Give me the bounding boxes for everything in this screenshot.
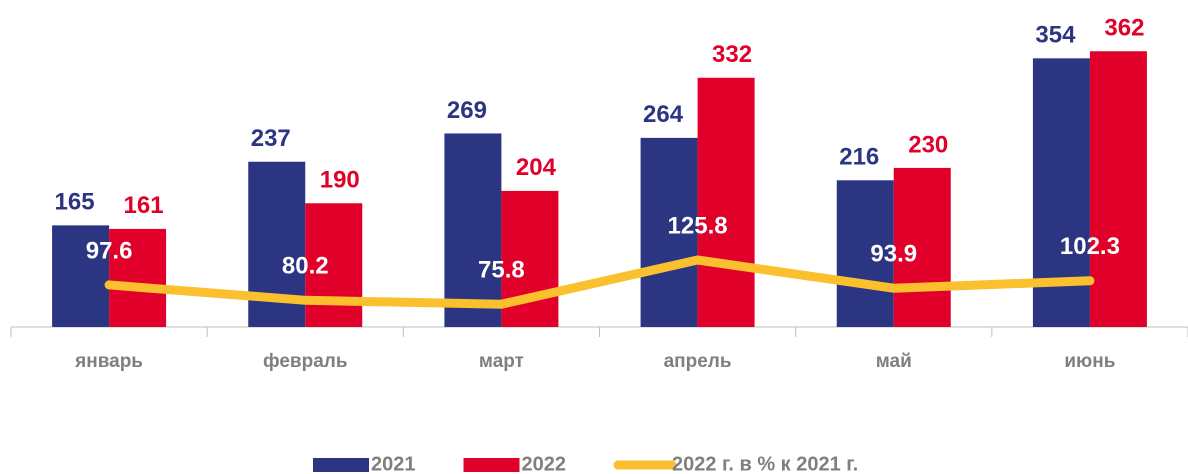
x-tick-label: февраль <box>263 351 348 372</box>
line-value-label: 80.2 <box>282 253 329 280</box>
x-tick-label: май <box>876 351 912 372</box>
bar <box>444 133 502 327</box>
value-label: 354 <box>1035 22 1076 49</box>
value-label: 216 <box>839 144 879 171</box>
line-value-label: 75.8 <box>478 257 525 284</box>
line-value-label: 97.6 <box>86 237 133 264</box>
legend-label: 2022 г. в % к 2021 г. <box>672 453 858 474</box>
bar <box>1089 51 1147 327</box>
line-value-label: 125.8 <box>668 212 728 239</box>
x-tick-label: январь <box>74 351 143 372</box>
value-label: 230 <box>908 131 948 158</box>
value-label: 161 <box>124 192 164 219</box>
legend-swatch <box>463 458 520 472</box>
value-label: 362 <box>1104 15 1144 42</box>
x-tick-label: апрель <box>664 351 732 372</box>
bar <box>52 225 110 327</box>
value-label: 165 <box>55 189 95 216</box>
x-tick-label: июнь <box>1064 351 1115 372</box>
legend-swatch <box>313 458 369 472</box>
value-label: 190 <box>320 167 360 194</box>
line-value-label: 102.3 <box>1060 233 1120 260</box>
line-value-label: 93.9 <box>870 241 917 268</box>
value-label: 237 <box>251 125 291 152</box>
value-label: 264 <box>643 101 684 128</box>
line <box>104 255 1095 309</box>
value-label: 204 <box>516 154 557 181</box>
bar <box>640 137 698 327</box>
legend-label: 2022 <box>522 453 567 474</box>
bar <box>305 203 363 327</box>
bar <box>109 228 167 327</box>
bar <box>893 167 951 327</box>
legend-label: 2021 <box>371 453 416 474</box>
value-label: 332 <box>712 41 752 68</box>
bar <box>697 77 755 327</box>
x-tick-label: март <box>479 351 524 372</box>
value-label: 269 <box>447 97 487 124</box>
bar <box>836 180 894 327</box>
